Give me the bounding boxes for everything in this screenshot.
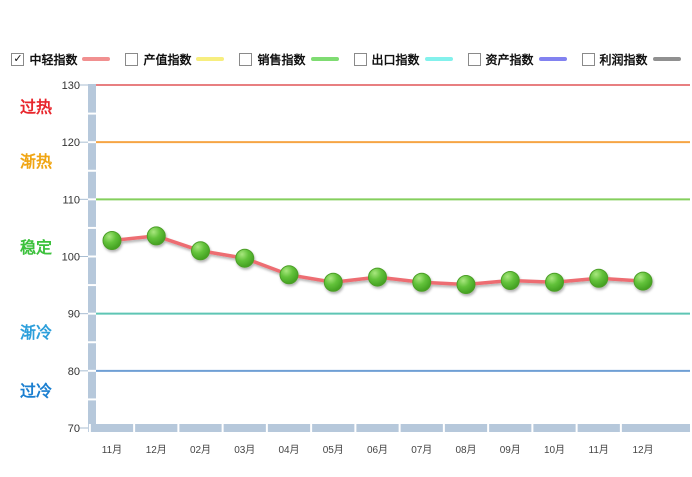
y-axis-band xyxy=(88,84,96,432)
x-axis-band-gap xyxy=(265,424,268,432)
legend-color-swatch xyxy=(310,57,339,61)
y-axis-band-gap xyxy=(88,226,96,229)
y-axis-band-gap xyxy=(88,255,96,258)
y-axis-band-gap xyxy=(88,398,96,401)
legend-item-2[interactable]: 产值指数 xyxy=(125,51,225,68)
data-point-2[interactable] xyxy=(146,226,166,246)
data-point-10[interactable] xyxy=(500,271,520,291)
x-axis-label-2: 12月 xyxy=(146,444,167,456)
legend-label: 销售指数 xyxy=(257,52,306,67)
checkbox-unchecked-icon[interactable] xyxy=(467,52,481,66)
y-axis-label-110: 110 xyxy=(62,194,80,206)
legend-label: 利润指数 xyxy=(599,52,648,67)
legend: ✓ 中轻指数 产值指数 销售指数 出口指数 资产指数 利润指数 xyxy=(0,49,692,69)
data-point-9[interactable] xyxy=(456,275,476,295)
x-axis-label-8: 07月 xyxy=(411,444,432,456)
x-axis-label-6: 05月 xyxy=(323,444,344,456)
y-axis-band-gap xyxy=(88,369,96,372)
x-axis-band-gap xyxy=(487,424,490,432)
legend-color-swatch xyxy=(196,57,225,61)
y-axis-label-70: 70 xyxy=(68,423,80,435)
checkbox-unchecked-icon[interactable] xyxy=(239,52,253,66)
y-axis-band-gap xyxy=(88,312,96,315)
y-axis-label-100: 100 xyxy=(62,252,80,264)
legend-item-6[interactable]: 利润指数 xyxy=(581,51,681,68)
legend-color-swatch xyxy=(538,57,567,61)
x-axis-label-13: 12月 xyxy=(632,444,653,456)
data-point-4[interactable] xyxy=(235,248,255,268)
x-axis-label-12: 11月 xyxy=(589,444,609,456)
zone-label-5: 过冷 xyxy=(20,381,52,400)
x-axis-label-9: 08月 xyxy=(455,444,476,456)
zone-label-3: 稳定 xyxy=(20,238,52,257)
legend-label: 出口指数 xyxy=(371,52,420,67)
x-axis-band-gap xyxy=(133,424,136,432)
data-point-7[interactable] xyxy=(368,267,387,287)
checkbox-unchecked-icon[interactable] xyxy=(581,52,595,66)
data-point-5[interactable] xyxy=(279,265,299,285)
data-point-13[interactable] xyxy=(633,271,653,291)
x-axis-label-1: 11月 xyxy=(102,444,122,456)
y-axis-label-80: 80 xyxy=(68,366,80,378)
x-axis-band-gap xyxy=(619,424,622,432)
y-axis-band-gap xyxy=(88,169,96,172)
y-axis-band-gap xyxy=(88,341,96,344)
x-axis-label-10: 09月 xyxy=(500,444,521,456)
y-axis-band-gap xyxy=(88,112,96,115)
legend-item-5[interactable]: 资产指数 xyxy=(467,51,567,68)
x-axis-band-gap xyxy=(398,424,401,432)
checkbox-unchecked-icon[interactable] xyxy=(125,52,139,66)
x-axis-band-gap xyxy=(531,424,534,432)
y-axis-label-130: 130 xyxy=(62,80,80,92)
zone-label-2: 渐热 xyxy=(20,152,52,171)
data-point-6[interactable] xyxy=(323,272,343,292)
x-axis-label-5: 04月 xyxy=(278,444,299,456)
data-point-11[interactable] xyxy=(545,272,564,292)
x-axis-label-7: 06月 xyxy=(367,444,388,456)
x-axis-band-gap xyxy=(310,424,313,432)
y-axis-band-gap xyxy=(88,141,96,144)
zone-label-1: 过热 xyxy=(20,98,52,117)
checkbox-unchecked-icon[interactable] xyxy=(353,52,367,66)
y-axis-label-90: 90 xyxy=(68,309,80,321)
y-axis-label-120: 120 xyxy=(62,137,80,149)
zone-label-4: 渐冷 xyxy=(20,323,52,342)
x-axis-label-3: 02月 xyxy=(190,444,211,456)
legend-color-swatch xyxy=(82,57,111,61)
x-axis-band-gap xyxy=(575,424,578,432)
legend-label: 中轻指数 xyxy=(29,52,78,67)
x-axis-label-4: 03月 xyxy=(234,444,255,456)
data-point-1[interactable] xyxy=(102,230,122,250)
y-axis-band-gap xyxy=(88,284,96,287)
x-axis-band xyxy=(88,424,690,432)
data-point-3[interactable] xyxy=(191,241,210,261)
legend-item-4[interactable]: 出口指数 xyxy=(353,51,453,68)
data-point-8[interactable] xyxy=(412,272,432,292)
legend-label: 资产指数 xyxy=(485,52,534,67)
x-axis-band-gap xyxy=(88,424,91,432)
legend-label: 产值指数 xyxy=(143,52,192,67)
legend-item-3[interactable]: 销售指数 xyxy=(239,51,339,68)
legend-color-swatch xyxy=(652,57,681,61)
legend-color-swatch xyxy=(424,57,453,61)
checkbox-checked-icon[interactable]: ✓ xyxy=(11,52,25,66)
x-axis-band-gap xyxy=(354,424,357,432)
data-point-12[interactable] xyxy=(589,268,609,288)
x-axis-label-11: 10月 xyxy=(544,444,565,456)
series-中轻指数 xyxy=(102,226,653,295)
x-axis-band-gap xyxy=(221,424,224,432)
legend-item-1[interactable]: ✓ 中轻指数 xyxy=(11,51,111,68)
x-axis-band-gap xyxy=(442,424,445,432)
x-axis-band-gap xyxy=(177,424,180,432)
y-axis-band-gap xyxy=(88,198,96,201)
